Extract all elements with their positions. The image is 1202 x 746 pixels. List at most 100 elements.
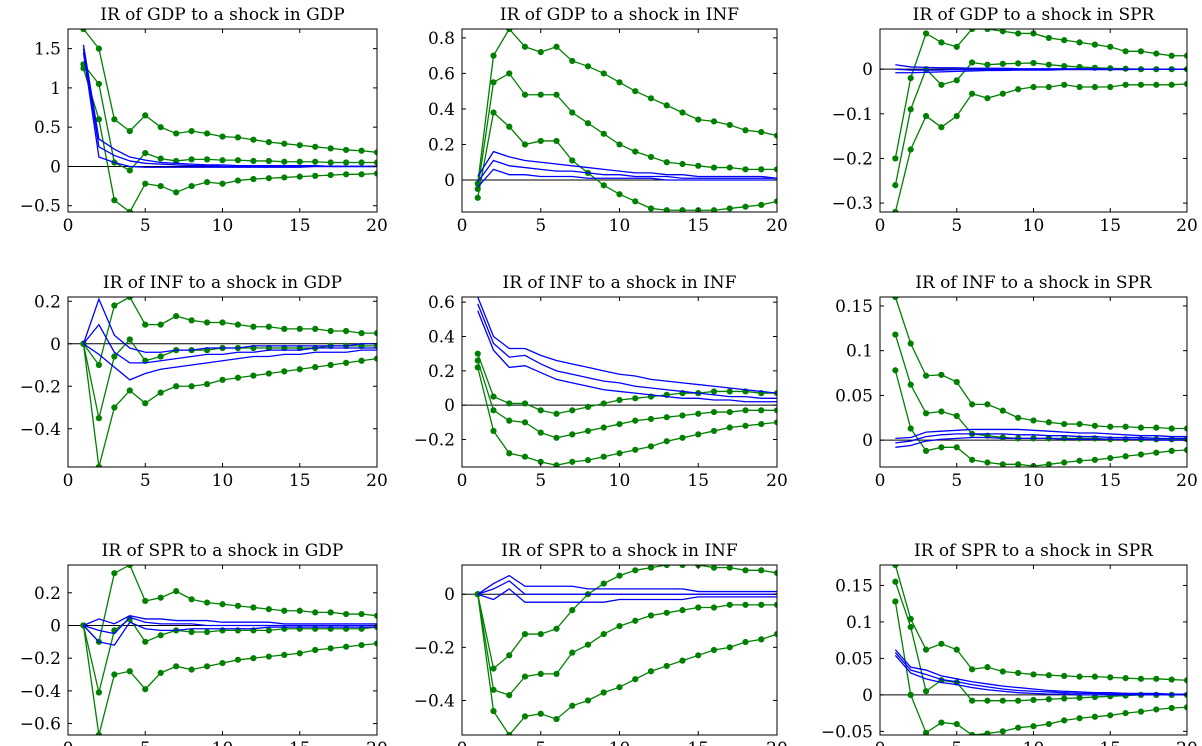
- irf-line: [477, 168, 777, 188]
- data-point: [327, 609, 334, 616]
- irf-line: [477, 588, 777, 603]
- irf-line: [83, 614, 377, 627]
- data-point: [632, 198, 639, 205]
- data-point: [1091, 83, 1098, 91]
- data-point: [1061, 81, 1068, 88]
- data-point: [647, 443, 655, 450]
- x-tick-label: 15: [1099, 216, 1121, 236]
- data-point: [663, 662, 670, 670]
- data-point: [679, 207, 686, 212]
- data-point: [679, 160, 686, 168]
- data-point: [312, 143, 319, 150]
- confidence-band-line: [82, 343, 377, 467]
- data-point: [343, 643, 350, 650]
- data-point: [892, 297, 899, 301]
- y-tick-label: 0.5: [34, 118, 61, 138]
- x-tick-label: 0: [457, 216, 468, 236]
- plot-area: [880, 297, 1187, 467]
- data-point: [142, 321, 149, 328]
- data-point: [1045, 461, 1052, 467]
- data-point: [1061, 62, 1068, 70]
- data-point: [281, 368, 288, 375]
- confidence-band-line: [894, 29, 1187, 159]
- irf-panel: IR of GDP to a shock in SPR 0 5 10 15 20 −0.3 −…: [832, 5, 1198, 236]
- irf-panel: IR of SPR to a shock in INF 0 5 10 15 20 −0.4 −…: [414, 541, 788, 746]
- data-point: [616, 420, 623, 428]
- data-point: [1107, 454, 1114, 462]
- confidence-band-line: [82, 63, 377, 172]
- data-point: [616, 79, 623, 86]
- y-tick-label: 0: [50, 616, 61, 636]
- data-point: [679, 657, 686, 664]
- data-point: [569, 649, 576, 656]
- data-point: [984, 459, 991, 466]
- x-tick-label: 0: [875, 216, 886, 236]
- data-point: [373, 330, 377, 337]
- data-point: [506, 29, 513, 33]
- data-point: [938, 81, 945, 88]
- data-point: [600, 182, 607, 189]
- data-point: [1183, 436, 1187, 443]
- data-point: [616, 572, 623, 579]
- data-point: [953, 646, 960, 653]
- data-point: [312, 609, 319, 616]
- data-point: [373, 170, 377, 177]
- data-point: [234, 602, 242, 609]
- data-point: [600, 630, 607, 638]
- data-point: [1076, 39, 1083, 46]
- data-point: [1030, 59, 1037, 67]
- data-point: [907, 340, 914, 347]
- data-point: [695, 116, 702, 123]
- data-point: [742, 638, 749, 646]
- confidence-band-line: [894, 83, 1187, 212]
- data-point: [126, 387, 133, 394]
- data-point: [111, 197, 118, 204]
- data-point: [600, 689, 607, 696]
- data-point: [358, 610, 365, 618]
- confidence-band-line: [894, 581, 1187, 702]
- data-point: [726, 601, 733, 608]
- data-point: [663, 207, 670, 212]
- data-point: [969, 456, 976, 463]
- data-point: [600, 424, 607, 431]
- data-point: [632, 567, 639, 574]
- data-point: [1122, 453, 1129, 460]
- x-tick-label: 15: [1099, 739, 1121, 746]
- data-point: [553, 43, 560, 50]
- data-point: [95, 689, 102, 696]
- y-tick-label: 0: [444, 585, 455, 605]
- data-point: [999, 461, 1006, 467]
- data-point: [343, 159, 350, 166]
- data-point: [969, 666, 976, 673]
- data-point: [474, 364, 481, 371]
- data-point: [173, 313, 180, 320]
- plot-area: [68, 565, 377, 735]
- data-point: [984, 697, 991, 704]
- data-point: [203, 599, 211, 606]
- data-point: [521, 400, 529, 407]
- data-point: [773, 419, 777, 426]
- data-point: [726, 121, 733, 129]
- data-point: [142, 686, 149, 693]
- data-point: [584, 120, 592, 127]
- data-point: [907, 691, 914, 698]
- data-point: [632, 676, 639, 683]
- data-point: [358, 171, 365, 178]
- y-tick-label: 1: [50, 79, 61, 99]
- data-point: [953, 43, 960, 50]
- data-point: [1137, 424, 1145, 431]
- data-point: [1153, 50, 1160, 57]
- data-point: [265, 138, 272, 146]
- x-tick-label: 15: [289, 216, 311, 236]
- data-point: [710, 408, 718, 416]
- data-point: [984, 730, 991, 735]
- data-point: [922, 729, 930, 735]
- data-point: [907, 623, 914, 631]
- irf-line: [82, 323, 377, 364]
- irf-line: [82, 621, 377, 646]
- data-point: [892, 578, 899, 585]
- data-point: [922, 646, 930, 653]
- confidence-band-line: [894, 370, 1187, 467]
- data-point: [922, 410, 930, 417]
